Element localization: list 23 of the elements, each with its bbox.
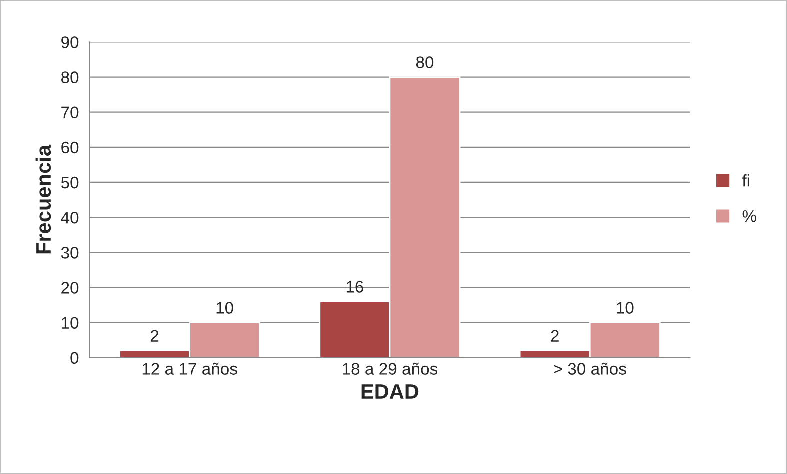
x-tick-label: 18 a 29 años	[343, 362, 438, 375]
y-tick-label: 20	[62, 282, 79, 294]
data-label: 10	[216, 302, 234, 314]
data-label: 80	[416, 56, 434, 68]
x-tick-label: > 30 años	[554, 362, 626, 375]
legend-label: fi	[742, 174, 750, 187]
y-axis-title: Frecuencia	[36, 144, 52, 254]
y-tick-label: 40	[61, 212, 79, 224]
data-label: 10	[617, 302, 634, 314]
y-tick-label: 10	[62, 317, 79, 329]
y-tick-label: 90	[62, 36, 79, 48]
y-tick-label: 70	[62, 106, 79, 119]
x-axis-title: EDAD	[362, 384, 419, 399]
y-tick-label: 50	[61, 176, 79, 189]
data-label: 2	[150, 330, 159, 342]
x-tick-label: 12 a 17 años	[142, 362, 238, 375]
y-tick-label: 30	[61, 247, 79, 259]
y-tick-label: 80	[61, 72, 79, 84]
data-label: 2	[551, 330, 559, 342]
y-tick-label: 60	[62, 142, 79, 154]
legend-label: %	[742, 210, 756, 222]
y-tick-label: 0	[70, 352, 79, 364]
data-label: 16	[346, 281, 364, 293]
